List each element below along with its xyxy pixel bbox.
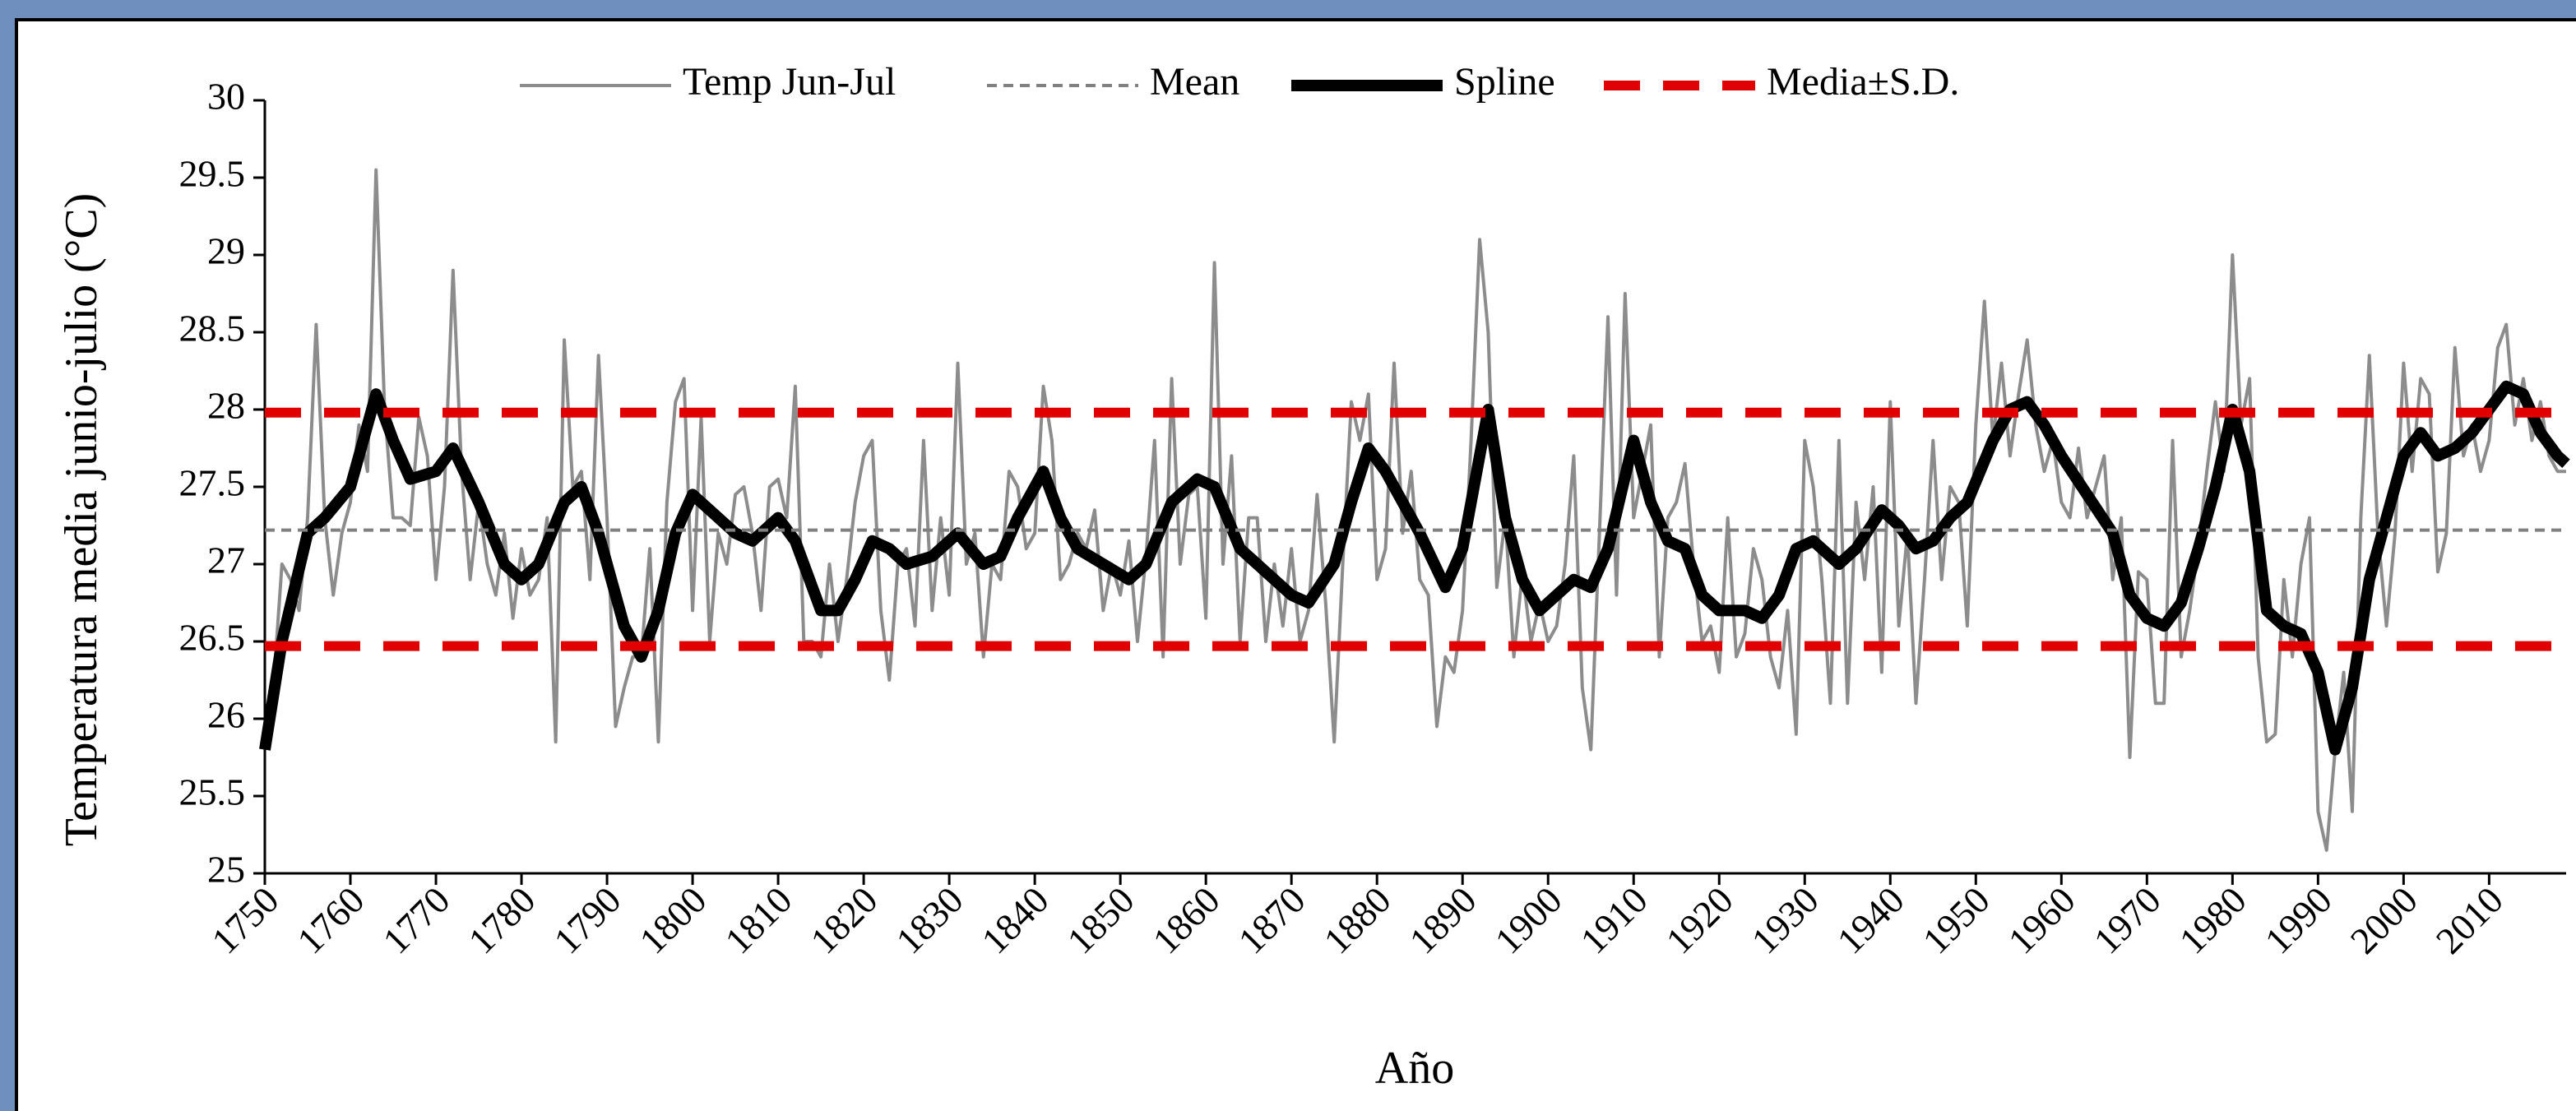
y-tick-label: 26.5 [179,617,246,659]
legend-label: Media±S.D. [1767,60,1959,104]
x-axis-title: Año [1375,1043,1454,1094]
y-tick-label: 29.5 [179,153,246,195]
y-tick-label: 26 [207,694,245,736]
y-tick-label: 30 [207,76,245,118]
y-tick-label: 27 [207,539,245,581]
legend-label: Mean [1150,60,1239,104]
y-tick-label: 28 [207,385,245,427]
y-tick-label: 25 [207,849,245,891]
y-tick-label: 27.5 [179,462,246,504]
series-line [259,380,2570,756]
y-tick-label: 25.5 [179,771,246,813]
y-tick-label: 29 [207,230,245,272]
y-axis-title: Temperatura media junio-julio (°C) [56,193,107,846]
legend-label: Spline [1454,60,1555,104]
legend-label: Temp Jun-Jul [683,60,896,104]
y-tick-label: 28.5 [179,308,246,350]
chart-panel [15,18,2576,1111]
